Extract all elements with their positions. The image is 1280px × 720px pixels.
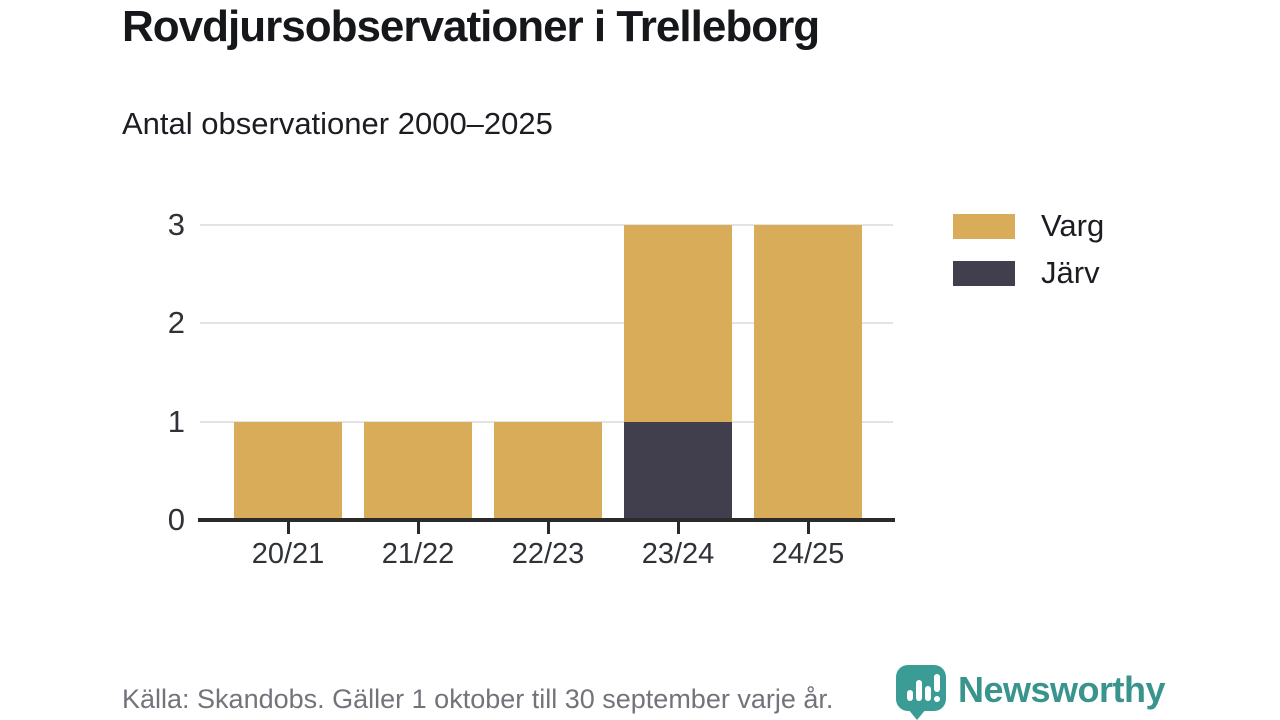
legend: Varg Järv [953,208,1105,305]
y-axis-tick-label: 0 [167,502,185,537]
chart-subtitle: Antal observationer 2000–2025 [122,106,553,141]
x-axis-tick-label: 24/25 [771,538,845,570]
source-note: Källa: Skandobs. Gäller 1 oktober till 3… [122,684,834,714]
x-axis-tick [416,522,420,534]
x-axis-tick-label: 20/21 [251,538,325,570]
logo-exclamation-icon [934,674,940,692]
brand-name: Newsworthy [958,669,1166,710]
x-axis-tick-label: 23/24 [641,538,715,570]
legend-swatch [953,213,1015,239]
x-axis-tick [546,522,550,534]
bar-segment-varg [234,421,342,520]
logo-bar-icon [907,690,913,701]
y-axis-tick-label: 2 [167,305,185,341]
legend-label: Varg [1041,208,1105,243]
logo-exclamation-dot-icon [934,696,940,702]
logo-bar-icon [916,680,922,701]
bar-segment-varg [494,421,602,520]
legend-item-järv: Järv [953,255,1104,290]
x-axis-line [198,518,895,522]
x-axis-tick-label: 21/22 [381,538,455,570]
legend-label: Järv [1041,255,1100,290]
gridline [200,322,893,325]
bar-segment-järv [624,421,732,520]
logo-bar-icon [925,686,931,701]
chart-title: Rovdjursobservationer i Trelleborg [122,2,820,51]
x-axis-tick [676,522,680,534]
bar-segment-varg [624,225,732,422]
x-axis-tick [286,522,290,534]
bar-segment-varg [364,421,472,520]
legend-item-varg: Varg [953,208,1105,243]
logo-bubble-tail [908,709,926,720]
bar-segment-varg [754,225,862,520]
y-axis-tick-label: 3 [167,207,185,242]
y-axis-tick-label: 1 [167,403,185,439]
x-axis-tick-label: 22/23 [511,538,585,570]
gridline [200,224,893,226]
legend-swatch [953,260,1015,286]
bar-chart-speech-bubble-icon [896,665,948,720]
x-axis-tick [806,522,810,534]
